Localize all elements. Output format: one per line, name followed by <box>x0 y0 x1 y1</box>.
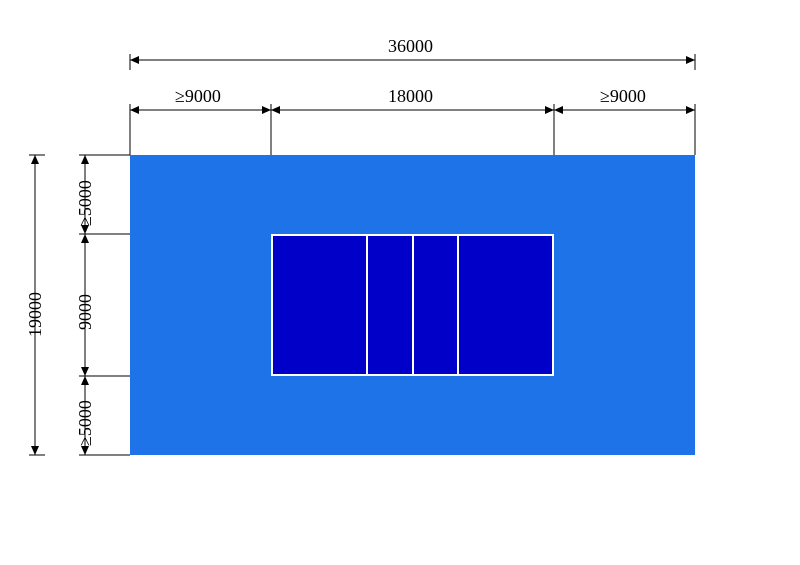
dim-label-left-seg2: 9000 <box>75 294 96 330</box>
watermark-a: 佛山神力体育 <box>625 510 715 531</box>
diagram-stage: 36000 ≥9000 18000 ≥9000 19000 ≥5000 9000… <box>0 0 800 565</box>
dim-label-total-height: 19000 <box>25 292 46 337</box>
dim-label-top-seg3: ≥9000 <box>600 86 646 107</box>
dim-label-left-seg3: ≥5000 <box>75 400 96 446</box>
dim-label-left-seg1: ≥5000 <box>75 180 96 226</box>
dim-label-top-seg2: 18000 <box>388 86 433 107</box>
dim-label-total-width: 36000 <box>388 36 433 57</box>
dim-label-top-seg1: ≥9000 <box>175 86 221 107</box>
left-dimensions <box>0 0 800 565</box>
watermark-b: 头条 @乐酷之 <box>590 535 696 560</box>
